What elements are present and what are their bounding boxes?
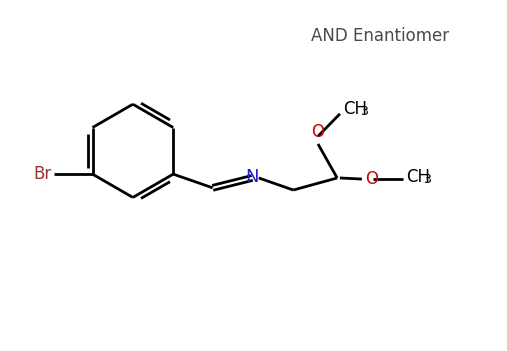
Text: N: N xyxy=(245,168,259,186)
Text: CH: CH xyxy=(406,168,430,186)
Text: CH: CH xyxy=(343,100,367,118)
Text: O: O xyxy=(365,170,378,188)
Text: 3: 3 xyxy=(359,105,368,118)
Text: 3: 3 xyxy=(423,173,430,186)
Text: Br: Br xyxy=(33,165,51,183)
Text: O: O xyxy=(311,123,324,141)
Text: AND Enantiomer: AND Enantiomer xyxy=(311,27,449,45)
